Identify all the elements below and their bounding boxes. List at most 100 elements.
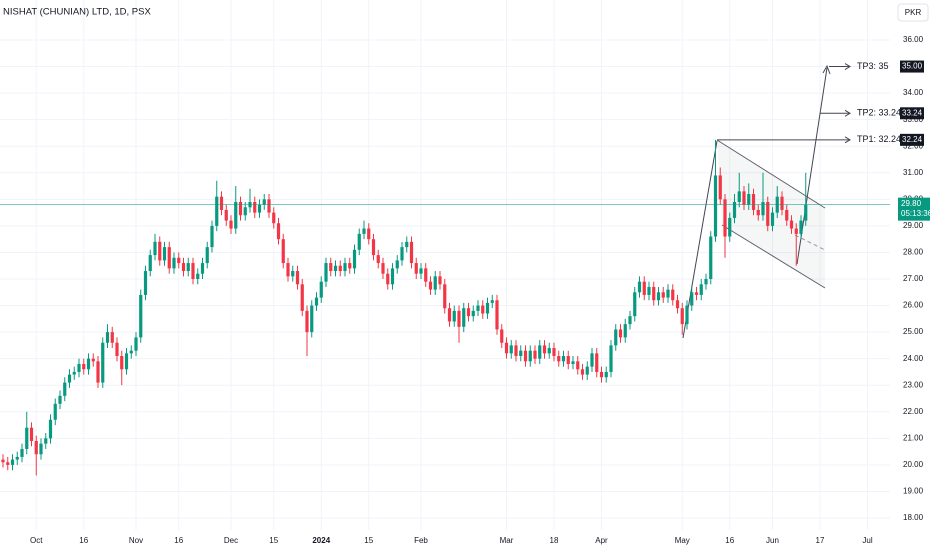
target-label: TP1: 32.24 bbox=[857, 134, 901, 144]
candle-body bbox=[647, 286, 651, 295]
candle-body bbox=[751, 194, 756, 210]
candle-body bbox=[253, 201, 257, 213]
y-tick-label: 28.00 bbox=[903, 248, 924, 257]
x-tick-label: Oct bbox=[30, 536, 43, 545]
candle-body bbox=[604, 371, 608, 378]
target-tag bbox=[900, 133, 924, 146]
candle-body bbox=[666, 289, 670, 298]
candle-body bbox=[457, 310, 461, 327]
candle-body bbox=[476, 305, 480, 311]
candle-body bbox=[523, 350, 528, 362]
candle-body bbox=[400, 247, 404, 261]
candle-body bbox=[167, 247, 171, 269]
target-label: TP2: 33.24 bbox=[857, 108, 901, 118]
candle-body bbox=[642, 281, 646, 295]
candle-body bbox=[766, 201, 770, 226]
target-tag bbox=[900, 107, 924, 120]
x-tick-label: Jun bbox=[766, 536, 779, 545]
x-tick-label: Feb bbox=[414, 536, 428, 545]
candle-body bbox=[44, 438, 48, 444]
y-tick-label: 34.00 bbox=[903, 88, 924, 97]
candle-body bbox=[447, 308, 452, 322]
candle-body bbox=[561, 356, 566, 362]
candle-body bbox=[53, 403, 57, 420]
candle-body bbox=[134, 337, 138, 351]
channel-lower bbox=[721, 224, 826, 289]
candle-body bbox=[91, 358, 95, 362]
candle-body bbox=[557, 356, 561, 362]
candle-body bbox=[794, 228, 798, 234]
candle-body bbox=[257, 204, 262, 213]
candle-body bbox=[148, 255, 152, 272]
countdown-label: 05:13:36 bbox=[901, 209, 932, 218]
candle-body bbox=[196, 273, 200, 279]
candle-body bbox=[609, 345, 613, 372]
candle-body bbox=[595, 353, 599, 372]
x-tick-label: Jul bbox=[862, 536, 872, 545]
candle-body bbox=[181, 263, 186, 272]
candle-body bbox=[367, 228, 371, 240]
candle-body bbox=[628, 316, 632, 325]
chart-title: NISHAT (CHUNIAN) LTD, 1D, PSX bbox=[3, 7, 151, 18]
candle-body bbox=[243, 207, 247, 216]
candle-body bbox=[704, 279, 708, 285]
x-tick-label: 18 bbox=[550, 536, 559, 545]
candle-body bbox=[428, 281, 433, 290]
target-arrow bbox=[844, 136, 851, 144]
candle-body bbox=[699, 284, 703, 295]
candle-body bbox=[433, 276, 437, 290]
candle-body bbox=[709, 236, 713, 279]
candle-body bbox=[333, 265, 338, 272]
x-tick-label: 16 bbox=[725, 536, 734, 545]
candle-body bbox=[671, 289, 675, 301]
target-label: TP3: 35 bbox=[857, 61, 889, 71]
candle-body bbox=[72, 371, 76, 375]
candle-body bbox=[39, 443, 43, 455]
y-tick-label: 20.00 bbox=[903, 460, 924, 469]
candle-body bbox=[443, 284, 447, 309]
candle-body bbox=[86, 358, 91, 370]
candle-body bbox=[552, 348, 556, 357]
candle-body bbox=[509, 345, 513, 354]
x-tick-label: 16 bbox=[174, 536, 183, 545]
candle-body bbox=[747, 194, 751, 205]
candle-body bbox=[82, 363, 86, 370]
candle-body bbox=[381, 263, 385, 274]
candle-body bbox=[713, 175, 718, 237]
candle-body bbox=[409, 241, 414, 264]
currency-button[interactable] bbox=[897, 3, 929, 22]
candle-body bbox=[329, 263, 333, 272]
candle-body bbox=[490, 300, 494, 303]
target-arrow bbox=[844, 109, 851, 117]
target-arrow bbox=[844, 63, 851, 70]
candle-body bbox=[314, 297, 319, 306]
candle-body bbox=[234, 201, 238, 229]
candle-body bbox=[656, 292, 661, 301]
candle-body bbox=[799, 220, 803, 234]
candle-body bbox=[585, 366, 589, 375]
candle-body bbox=[452, 310, 456, 322]
candle-body bbox=[371, 239, 376, 256]
candle-body bbox=[267, 199, 271, 213]
x-tick-label: 15 bbox=[269, 536, 278, 545]
candle-body bbox=[96, 361, 100, 383]
candle-body bbox=[438, 276, 442, 285]
candle-body bbox=[675, 300, 680, 309]
arrow-head bbox=[822, 64, 831, 75]
candle-body bbox=[238, 201, 243, 216]
currency-label[interactable]: PKR bbox=[905, 8, 922, 17]
candle-body bbox=[737, 191, 741, 202]
y-tick-label: 31.00 bbox=[903, 168, 924, 177]
candle-body bbox=[481, 305, 485, 314]
candle-body bbox=[286, 263, 290, 277]
candle-body bbox=[20, 448, 24, 457]
candle-body bbox=[177, 257, 181, 264]
candle-body bbox=[618, 329, 623, 338]
candle-body bbox=[495, 300, 499, 330]
candle-body bbox=[789, 220, 794, 229]
candle-body bbox=[804, 204, 808, 221]
candle-body bbox=[338, 265, 342, 272]
candle-body bbox=[785, 209, 789, 221]
candle-body bbox=[210, 225, 214, 248]
y-tick-label: 18.00 bbox=[903, 513, 924, 522]
